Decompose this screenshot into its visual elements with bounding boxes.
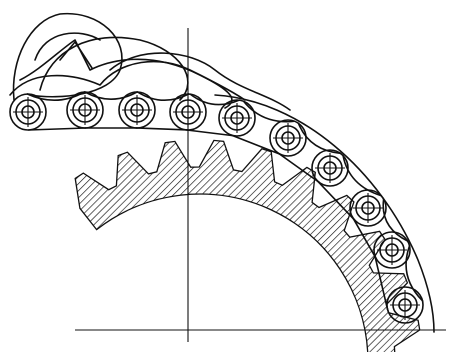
loop: [13, 14, 121, 100]
sprocket-teeth: [75, 140, 420, 352]
link-plate: [27, 92, 85, 130]
chain-loops: [10, 14, 290, 110]
sprocket-diagram: [0, 0, 458, 352]
link-plate: [136, 92, 188, 130]
page: (() => { const data = JSON.parse(documen…: [0, 0, 458, 352]
loop: [40, 37, 188, 100]
link-plate: [230, 101, 294, 155]
sprocket-body: [75, 140, 420, 352]
